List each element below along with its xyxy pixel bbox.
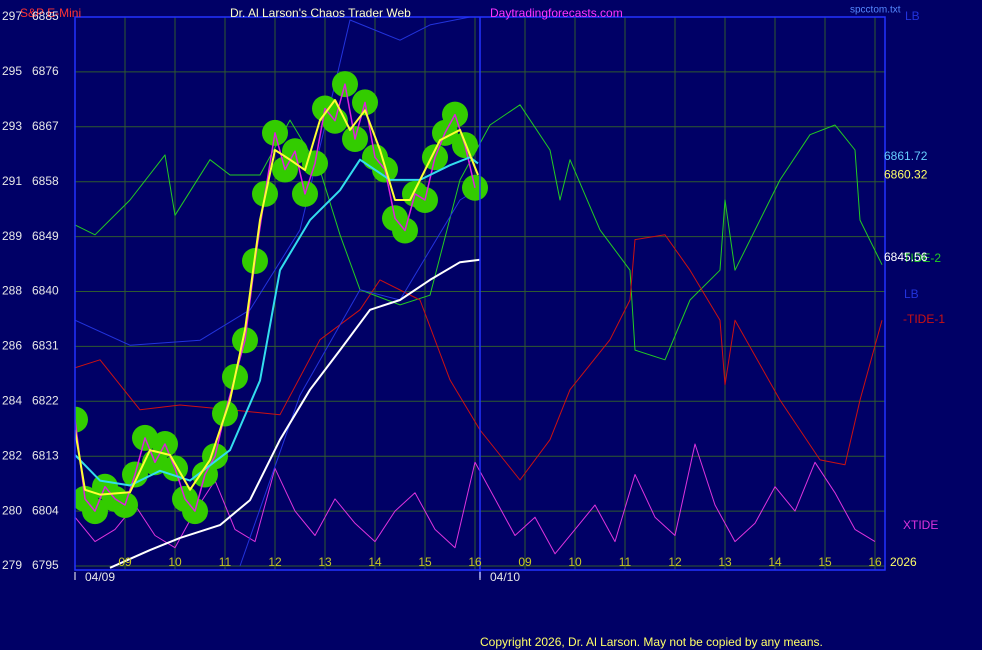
x-tick-label: 15: [418, 555, 432, 569]
x-tick-label: 09: [518, 555, 532, 569]
x-tick-label: 16: [468, 555, 482, 569]
x-tick-label: 15: [818, 555, 832, 569]
x-tick-label: 14: [368, 555, 382, 569]
series-line: [75, 83, 476, 512]
price-label: 6860.32: [884, 168, 928, 182]
y-tick-label: 6885: [32, 9, 59, 23]
plot: [75, 17, 883, 569]
alt-scale-label: 284: [2, 393, 22, 407]
x-tick-label: 11: [619, 555, 632, 569]
alt-scale-label: 297: [2, 9, 22, 23]
x-tick-label: 09: [118, 555, 132, 569]
series-line: [75, 104, 883, 361]
alt-scale-label: 286: [2, 339, 22, 353]
y-tick-label: 6849: [32, 229, 59, 243]
alt-scale-label: 293: [2, 119, 22, 133]
date-label: 04/09: [85, 570, 115, 584]
x-tick-label: 13: [718, 555, 732, 569]
y-tick-label: 6876: [32, 64, 59, 78]
y-tick-label: 6831: [32, 339, 59, 353]
price-label: 6861.72: [884, 149, 928, 163]
year: 2026: [890, 555, 917, 569]
series-label: LB: [905, 9, 920, 23]
series-label: LB: [904, 287, 919, 301]
price-blob: [75, 406, 88, 433]
series-line: [75, 156, 479, 487]
x-tick-label: 10: [568, 555, 582, 569]
series-line: [109, 258, 481, 569]
x-tick-label: 14: [768, 555, 782, 569]
series-line: [75, 99, 479, 496]
y-tick-label: 6813: [32, 448, 59, 462]
y-tick-label: 6840: [32, 284, 59, 298]
copyright: Copyright 2026, Dr. Al Larson. May not b…: [480, 635, 823, 649]
y-tick-label: 6795: [32, 558, 59, 572]
series-label: XTIDE: [903, 518, 938, 532]
grid: [75, 16, 885, 570]
x-tick-label: 13: [318, 555, 332, 569]
x-tick-label: 16: [868, 555, 882, 569]
price-label: 6845.56: [884, 250, 928, 264]
series-line: [75, 443, 876, 555]
alt-scale-label: 288: [2, 284, 22, 298]
y-tick-label: 6858: [32, 174, 59, 188]
y-tick-label: 6867: [32, 119, 59, 133]
symbol: S&P E-Mini: [20, 6, 81, 20]
alt-scale-label: 279: [2, 558, 22, 572]
site: Daytradingforecasts.com: [490, 6, 623, 20]
x-tick-label: 10: [168, 555, 182, 569]
series-label: TIDE-2: [903, 251, 941, 265]
y-tick-label: 6822: [32, 393, 59, 407]
alt-scale-label: 295: [2, 64, 22, 78]
file-name: spcctom.txt: [850, 5, 901, 16]
y-tick-label: 6804: [32, 503, 59, 517]
series-label: -TIDE-1: [903, 312, 945, 326]
x-tick-label: 12: [268, 555, 282, 569]
alt-scale-label: 282: [2, 448, 22, 462]
date-label: 04/10: [490, 570, 520, 584]
alt-scale-label: 280: [2, 503, 22, 517]
x-tick-label: 11: [219, 555, 232, 569]
alt-scale-label: 291: [2, 174, 22, 188]
x-tick-label: 12: [668, 555, 682, 569]
chart-title: Dr. Al Larson's Chaos Trader Web: [230, 6, 411, 20]
series-line: [75, 234, 883, 481]
alt-scale-label: 289: [2, 229, 22, 243]
